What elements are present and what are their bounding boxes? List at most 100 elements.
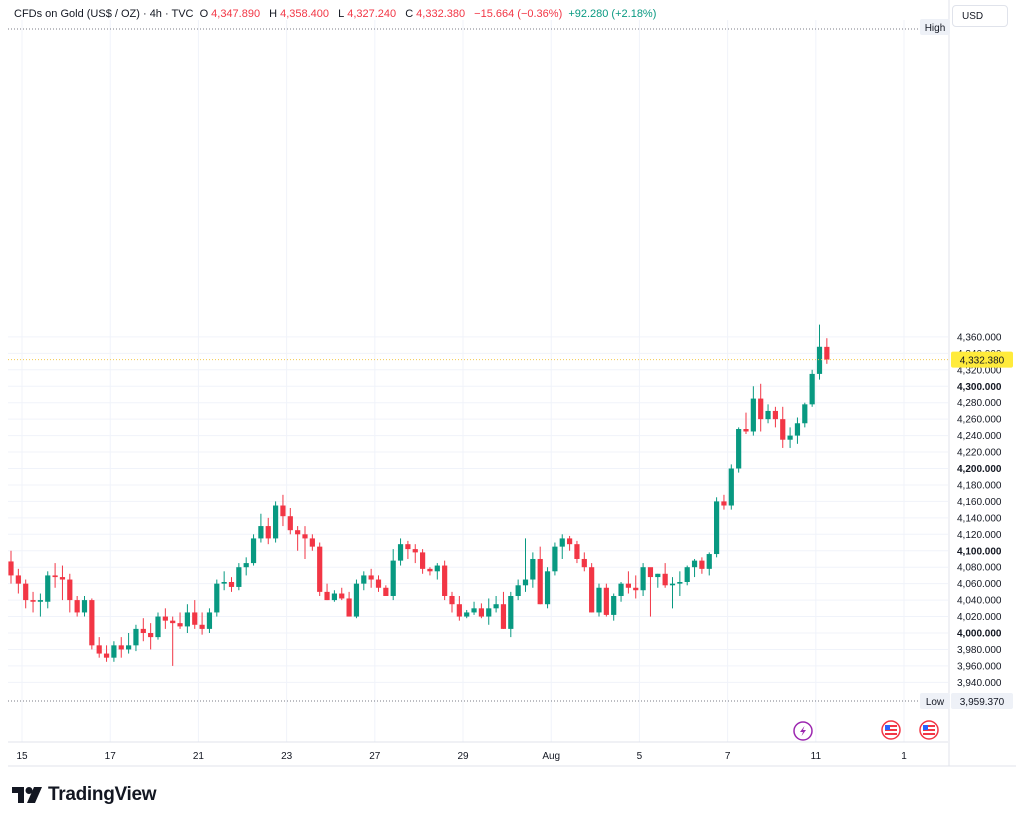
price-tick-label: 3,980.000 [957,645,1002,656]
candle [8,550,14,584]
candle-body [522,579,529,586]
candle-body [714,501,720,555]
candle [809,369,815,407]
candle [618,582,624,602]
candle-body [743,429,749,432]
candle-body [471,608,477,613]
candle-body [655,573,661,578]
extra-change-value: +92.280 (+2.18%) [568,8,657,20]
candle [706,552,712,576]
us-flag-icon[interactable] [919,720,939,740]
candle-body [221,582,227,584]
candle [37,593,43,617]
candle-body [758,398,764,420]
price-tick-label: 4,220.000 [957,448,1002,459]
last-price-label: 4,332.380 [960,356,1005,367]
candle-body [515,585,521,596]
candle-body [228,582,235,587]
dividend-event-icon[interactable] [793,721,813,741]
symbol-title[interactable]: CFDs on Gold (US$ / OZ) · 4h · TVC [14,8,194,20]
candle-body [170,620,176,624]
candle [589,563,595,613]
candle [15,568,21,594]
candle [221,571,227,591]
candle [750,386,756,436]
candle-body [317,546,323,592]
candle [346,591,352,617]
candle-body [618,583,624,596]
candle-body [368,575,374,580]
candle-body [412,549,418,553]
candle [295,526,301,551]
time-axis: 15 17 21 23 27 29 Aug 5 7 11 1 [16,751,907,762]
event-markers [793,720,939,741]
candle [655,573,661,588]
time-tick-label: 7 [725,751,731,762]
candle [699,557,705,574]
candle [471,601,477,615]
candle [427,567,433,576]
candle-body [493,604,499,609]
candle [23,579,29,609]
candle [390,549,396,601]
candlestick-series [8,324,830,666]
candle-body [89,600,95,646]
time-tick-label: 29 [457,751,469,762]
candle-body [633,587,639,591]
candle-body [346,598,352,617]
candle [434,563,440,580]
tradingview-logo[interactable]: TradingView [12,784,157,806]
candle [464,609,470,619]
candle [625,571,631,594]
candle-body [647,567,654,578]
candle [640,563,646,596]
chart-grid [8,0,1016,767]
price-tick-label: 4,060.000 [957,579,1002,590]
candle-body [589,567,595,613]
candle-body [280,505,286,517]
open-value: 4,347.890 [211,8,261,20]
high-label-legend: H [269,8,278,20]
candle [559,534,565,559]
candle [126,633,132,654]
candle [177,612,183,629]
candle [339,587,345,601]
candle [714,497,720,558]
candle [45,571,51,609]
price-tick-label: 4,200.000 [957,464,1002,475]
candle [765,404,771,424]
candle-body [37,600,43,602]
candle [772,406,778,428]
candle-body [339,593,345,599]
candle-body [184,612,190,627]
candle [662,563,668,588]
candle [67,573,73,613]
candle-body [30,600,36,602]
candle [324,583,330,601]
candle [280,494,286,527]
candle-body [177,623,183,627]
currency-button[interactable]: USD [952,5,1008,27]
candle [442,560,448,601]
candle-body [96,645,102,654]
candle-body [15,575,21,584]
candle [691,558,698,578]
candle [787,427,793,448]
candle-body [23,583,29,601]
candle-body [442,565,448,596]
low-marker: Low 3,959.370 [920,693,1013,709]
last-price-marker: 4,332.380 [951,351,1013,368]
candle [236,563,242,591]
candle-body [148,633,154,638]
candle [405,540,411,559]
candle-body [603,587,609,615]
candle-body [162,616,168,621]
candle [170,616,176,666]
us-flag-icon[interactable] [881,720,901,740]
candle [133,624,139,652]
candle [611,593,617,621]
candle [287,507,293,535]
candle [530,552,536,588]
candle-body [434,565,440,572]
